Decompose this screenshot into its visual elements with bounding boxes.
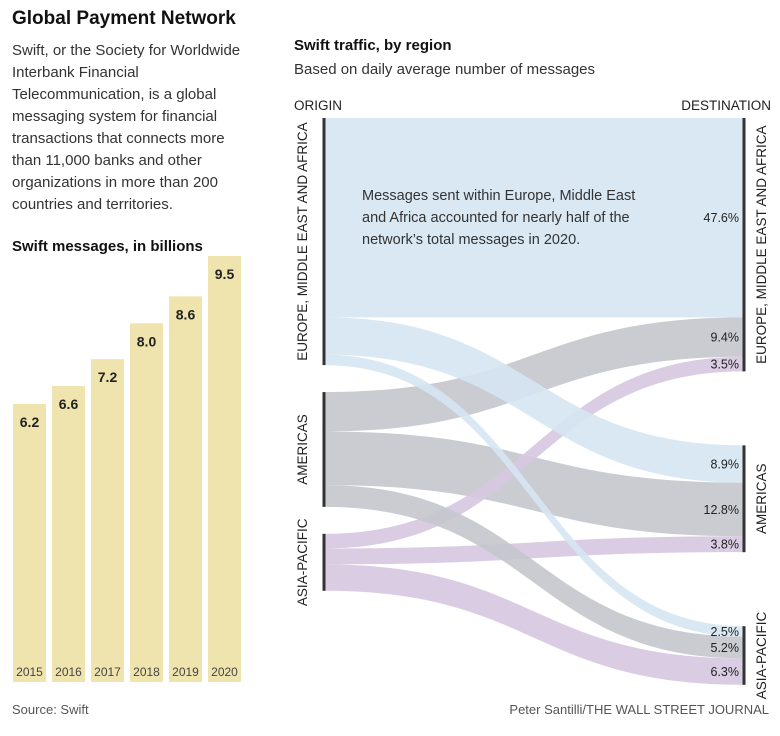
bar-value-label: 8.6 (176, 306, 196, 322)
flow-americas-to-asia (324, 485, 744, 659)
destination-node-emea (742, 118, 746, 372)
bar-2017 (91, 359, 124, 682)
bar-chart: 6.2 2015 6.6 2016 7.2 2017 8.0 2018 8.6 2019 9.5 20… (13, 256, 241, 682)
chart-annotation: Messages sent within Europe, Middle East… (362, 188, 636, 248)
sankey-title: Swift traffic, by region (294, 37, 452, 54)
bar-category-label: 2015 (16, 665, 43, 679)
bar-2018 (130, 323, 163, 682)
flow-asia-to-asia (324, 564, 744, 685)
origin-header: ORIGIN (294, 98, 342, 113)
bar-category-label: 2019 (172, 665, 199, 679)
bar-2020 (208, 256, 241, 682)
flow-emea-to-emea (324, 118, 744, 318)
credit-note: Peter Santilli/THE WALL STREET JOURNAL (509, 702, 769, 717)
flow-americas-to-emea (324, 317, 744, 432)
destination-header: DESTINATION (681, 98, 771, 113)
bar-value-label: 9.5 (215, 266, 235, 282)
flow-value-label: 8.9% (711, 458, 740, 472)
page-title: Global Payment Network (12, 8, 236, 29)
flow-americas-to-americas (324, 431, 744, 537)
bar-2019 (169, 296, 202, 682)
origin-node-emea (322, 118, 326, 366)
source-note: Source: Swift (12, 702, 89, 717)
destination-node-asia (742, 626, 746, 685)
flow-emea-to-asia (324, 354, 744, 637)
flow-value-label: 3.5% (711, 358, 740, 372)
origin-label-asia: ASIA-PACIFIC (295, 518, 310, 606)
flow-asia-to-americas (324, 536, 744, 565)
bar-2016 (52, 386, 85, 682)
bar-value-label: 8.0 (137, 333, 157, 349)
origin-label-emea: EUROPE, MIDDLE EAST AND AFRICA (295, 122, 310, 360)
destination-node-americas (742, 445, 746, 553)
intro-text: Swift, or the Society for Worldwide Inte… (12, 42, 241, 213)
bar-category-label: 2020 (211, 665, 238, 679)
destination-label-americas: AMERICAS (754, 464, 769, 535)
bar-value-label: 6.6 (59, 396, 79, 412)
flow-value-label: 12.8% (704, 503, 739, 517)
origin-node-asia (322, 533, 326, 591)
flow-value-label: 9.4% (711, 331, 740, 345)
origin-label-americas: AMERICAS (295, 414, 310, 485)
bar-value-label: 6.2 (20, 414, 40, 430)
origin-node-americas (322, 392, 326, 507)
flow-emea-to-americas (324, 317, 744, 483)
destination-label-asia: ASIA-PACIFIC (754, 611, 769, 699)
bar-category-label: 2018 (133, 665, 160, 679)
flow-value-label: 47.6% (704, 211, 739, 225)
flow-value-label: 6.3% (711, 665, 740, 679)
flow-value-label: 3.8% (711, 538, 740, 552)
flow-value-label: 2.5% (711, 625, 740, 639)
flow-value-label: 5.2% (711, 641, 740, 655)
bar-2015 (13, 403, 46, 682)
bar-category-label: 2017 (94, 665, 121, 679)
sankey-subtitle: Based on daily average number of message… (294, 61, 596, 78)
bar-value-label: 7.2 (98, 369, 118, 385)
destination-label-emea: EUROPE, MIDDLE EAST AND AFRICA (754, 126, 769, 364)
bar-category-label: 2016 (55, 665, 82, 679)
flow-asia-to-emea (324, 356, 744, 549)
bar-chart-title: Swift messages, in billions (12, 238, 203, 255)
